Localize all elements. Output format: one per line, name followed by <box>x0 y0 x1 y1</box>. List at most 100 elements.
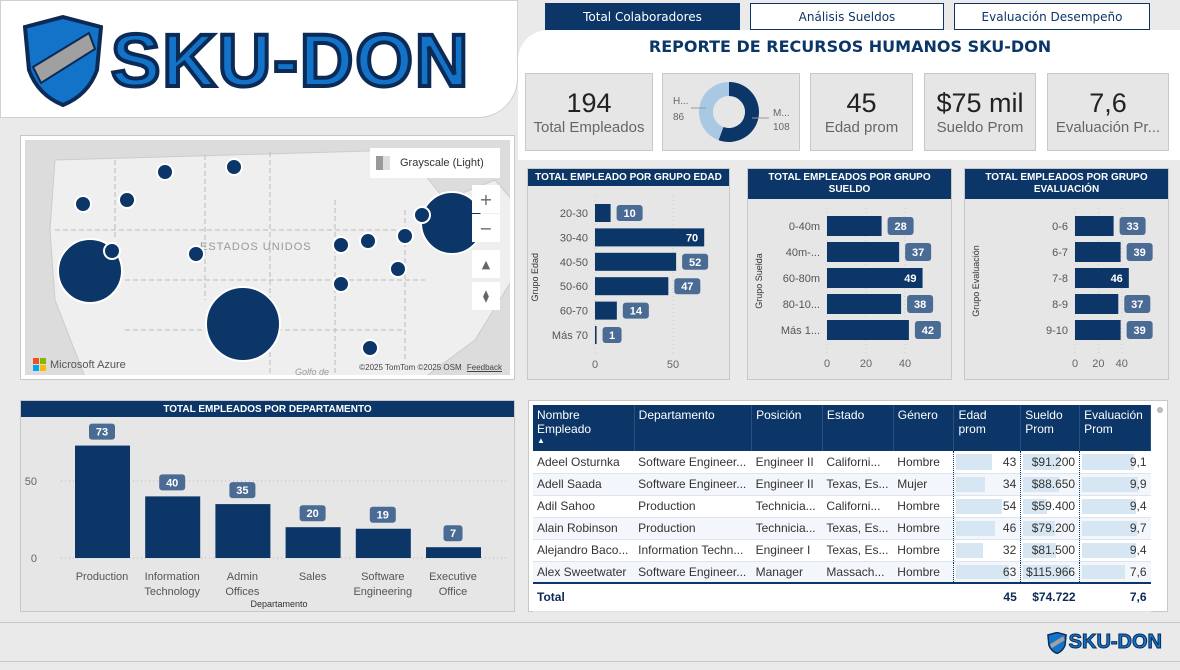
data-label-pill <box>674 278 701 295</box>
data-bar <box>956 454 993 470</box>
table-row[interactable]: Adeel Osturnka Software Engineer... Engine… <box>533 451 1151 474</box>
data-bar <box>1082 476 1139 492</box>
employee-map[interactable]: ESTADOS UNIDOS Golfo de <box>20 135 515 380</box>
chart-title: TOTAL EMPLEADOS POR GRUPO SUELDO <box>748 169 951 199</box>
cell: Production <box>634 517 752 540</box>
data-bar <box>956 542 984 558</box>
data-label-pill <box>907 295 934 313</box>
cell: Hombre <box>893 539 954 562</box>
category-label: 0-40m <box>789 221 820 233</box>
category-label-line: Information <box>145 571 200 583</box>
zoom-in-button[interactable]: + <box>472 185 500 213</box>
map-bubble <box>389 260 407 278</box>
data-bar <box>956 520 995 536</box>
map-style-picker[interactable]: Grayscale (Light) <box>370 148 500 178</box>
data-label: 37 <box>1131 299 1143 311</box>
table-row[interactable]: Alejandro Baco... Information Techn... Eng… <box>533 539 1151 562</box>
category-label: Más 70 <box>552 330 588 342</box>
category-label: 60-80m <box>783 273 820 285</box>
total-sueldo: $74.722 <box>1020 582 1080 612</box>
table-scrollbar[interactable] <box>1157 407 1163 413</box>
data-label: 14 <box>630 306 643 318</box>
donut-value-h: 86 <box>673 112 685 123</box>
column-header[interactable]: Edad prom <box>953 405 1022 451</box>
logo-text: SKU-DON <box>109 19 471 103</box>
chart-departamento: TOTAL EMPLEADOS POR DEPARTAMENTO 0 50 73 Pr… <box>20 400 515 612</box>
axis-label: Grupo Edad <box>530 253 540 302</box>
kpi-label: Sueldo Prom <box>936 119 1024 136</box>
table-row[interactable]: Adell Saada Software Engineer... Engineer … <box>533 473 1151 496</box>
map-bubble-texas <box>205 286 281 362</box>
cell-bar-value: $59.400 <box>1020 495 1080 518</box>
sort-ascending-icon[interactable]: ▲ <box>537 436 545 445</box>
table-row[interactable]: Alex Sweetwater Software Engineer... Manag… <box>533 561 1151 584</box>
category-label: 7-8 <box>1052 273 1068 285</box>
bar <box>595 277 669 296</box>
data-bar <box>1082 454 1134 470</box>
data-label-pill <box>1124 295 1151 313</box>
cell: Technicia... <box>751 517 823 540</box>
data-label-pill <box>1119 217 1146 235</box>
column-header[interactable]: Género <box>893 405 955 451</box>
data-label: 20 <box>306 508 318 520</box>
cell-bar-value: 43 <box>953 451 1021 474</box>
x-tick-label: 40 <box>1116 358 1128 370</box>
category-label-line: Engineering <box>353 586 412 598</box>
category-label: 6-7 <box>1052 247 1068 259</box>
cell-value: 32 <box>1002 543 1017 557</box>
column-header[interactable]: Posición <box>751 405 823 451</box>
cell-bar-value: $88.650 <box>1020 473 1080 496</box>
cell-value: 9,4 <box>1129 543 1147 557</box>
kpi-value: 194 <box>566 88 612 118</box>
table-row[interactable]: Adil Sahoo Production Technicia... Californ… <box>533 495 1151 518</box>
cell: Hombre <box>893 495 954 518</box>
pitch-icon[interactable]: ▲ <box>472 250 500 278</box>
category-label: 8-9 <box>1052 299 1068 311</box>
cell-value: 9,7 <box>1129 521 1147 535</box>
column-header[interactable]: Sueldo Prom <box>1020 405 1081 451</box>
table-row[interactable]: Alain Robinson Production Technicia... Texa… <box>533 517 1151 540</box>
bar <box>75 445 130 558</box>
column-header[interactable]: Evaluación Prom <box>1079 405 1151 451</box>
map-canvas[interactable]: ESTADOS UNIDOS Golfo de <box>25 140 510 375</box>
category-label: 20-30 <box>560 208 588 220</box>
cell-value: 46 <box>1002 521 1017 535</box>
compass-icon[interactable]: ⧫ <box>472 282 500 310</box>
azure-brand-text: Microsoft Azure <box>50 358 126 371</box>
zoom-out-button[interactable]: − <box>472 214 500 242</box>
x-tick-label: 40 <box>899 358 911 370</box>
map-bubble <box>187 245 205 263</box>
bar <box>1075 294 1119 314</box>
map-country-label: ESTADOS UNIDOS <box>200 241 312 253</box>
cell-bar-value: 9,9 <box>1079 473 1151 496</box>
x-tick-label: 0 <box>1072 358 1078 370</box>
cell: Manager <box>751 561 823 584</box>
data-label-pill <box>914 321 941 339</box>
column-header[interactable]: Departamento <box>634 405 753 451</box>
gender-donut-chart: H... 86 M... 108 <box>673 82 790 142</box>
data-bar <box>1082 498 1136 514</box>
data-label: 39 <box>1134 325 1146 337</box>
map-style-label: Grayscale (Light) <box>400 157 484 169</box>
cell-value: 7,6 <box>1129 564 1147 579</box>
cell: Adeel Osturnka <box>533 451 635 474</box>
data-label: 7 <box>450 528 456 540</box>
data-bar <box>1023 520 1055 536</box>
bar <box>827 320 909 340</box>
column-header[interactable]: Nombre Empleado ▲ <box>533 405 635 451</box>
cell: Hombre <box>893 517 954 540</box>
feedback-link[interactable]: Feedback <box>466 363 502 372</box>
cell: Adil Sahoo <box>533 495 635 518</box>
column-header[interactable]: Estado <box>822 405 894 451</box>
category-label: 30-40 <box>560 232 588 244</box>
cell: Software Engineer... <box>634 473 752 496</box>
gender-donut-card: H... 86 M... 108 <box>662 73 800 151</box>
data-label: 1 <box>609 330 615 342</box>
tab-total-colaboradores[interactable]: Total Colaboradores <box>545 3 740 30</box>
tab-analisis-sueldos[interactable]: Análisis Sueldos <box>750 3 944 30</box>
tab-evaluacion-desempeno[interactable]: Evaluación Desempeño <box>954 3 1150 30</box>
cell: Californi... <box>822 451 894 474</box>
map-bubble <box>156 163 174 181</box>
cell: Californi... <box>822 495 894 518</box>
chart-title: TOTAL EMPLEADOS POR DEPARTAMENTO <box>21 401 514 417</box>
